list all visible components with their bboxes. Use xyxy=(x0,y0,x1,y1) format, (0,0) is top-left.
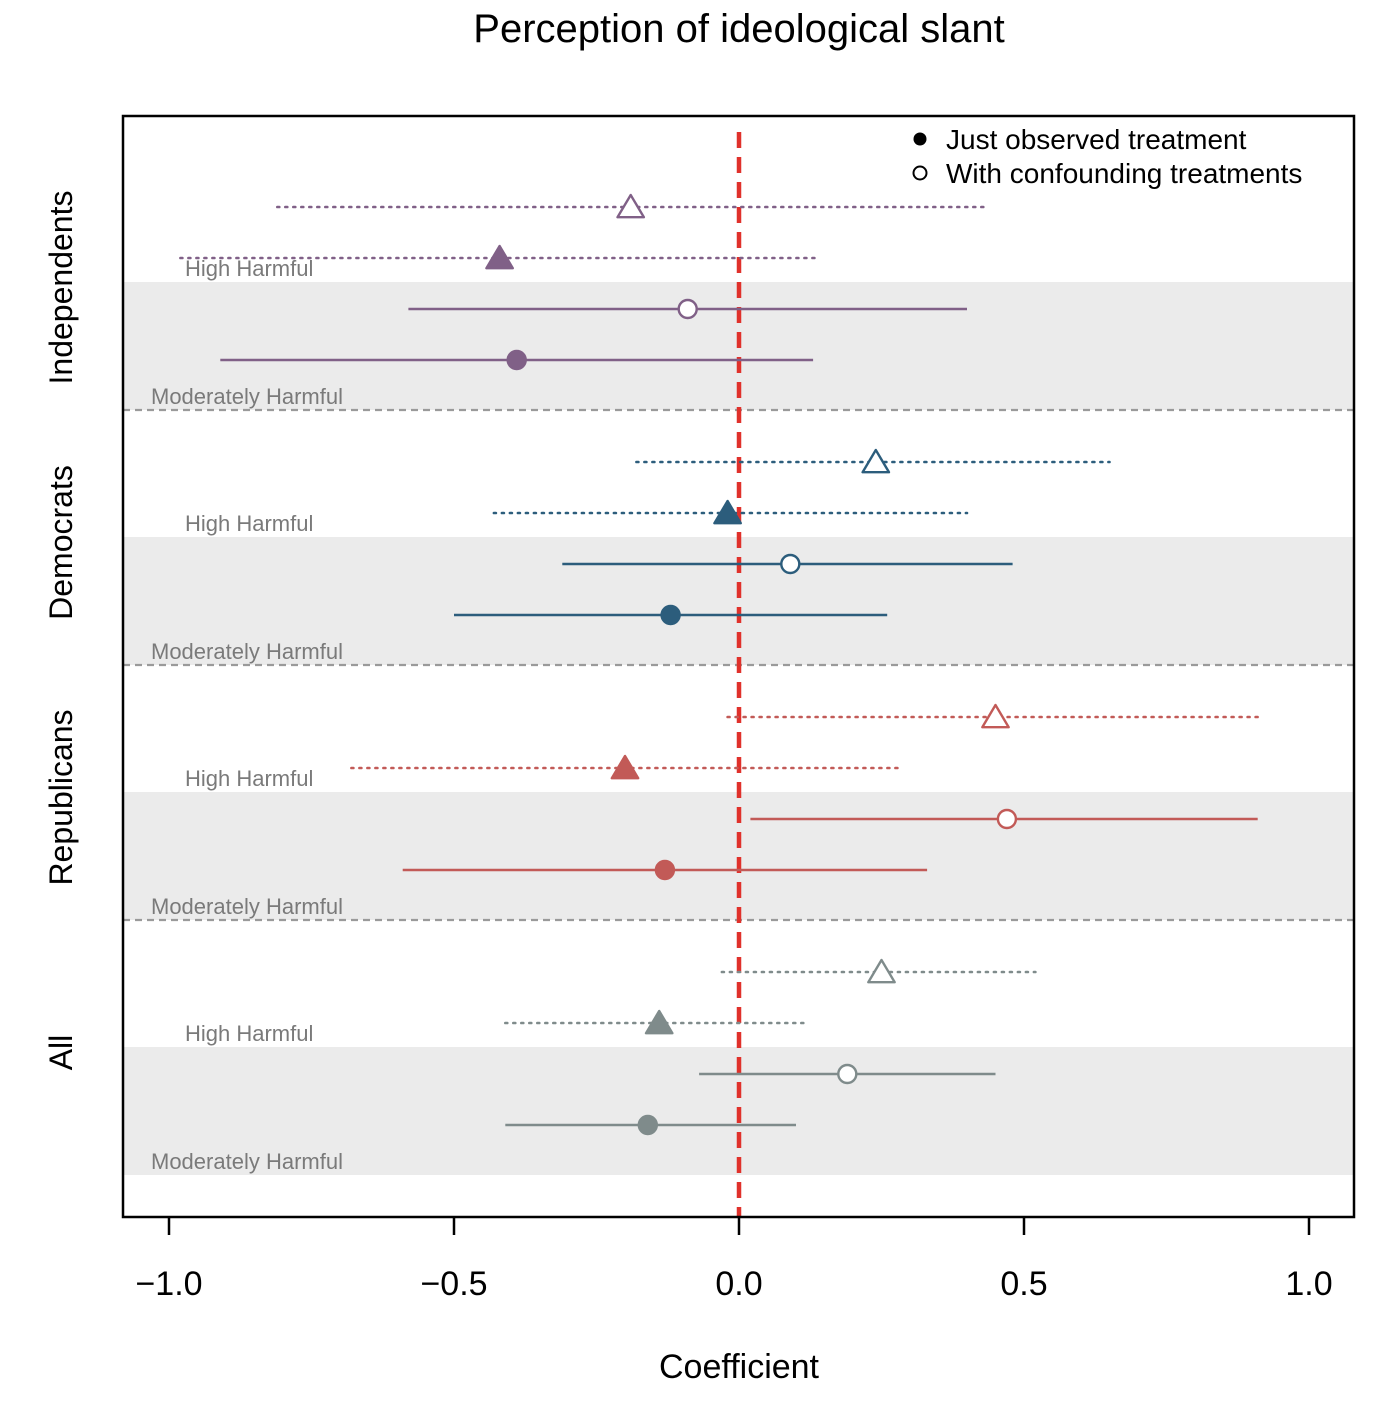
band-label-democrats-moderately-harmful: Moderately Harmful xyxy=(151,639,343,664)
estimate-democrats-moderately-harmful-observed xyxy=(454,604,888,626)
point-marker xyxy=(637,1114,658,1136)
point-marker xyxy=(654,859,676,881)
point-marker xyxy=(485,244,514,270)
group-label-all: All xyxy=(43,1035,79,1071)
point-marker xyxy=(861,448,891,474)
legend-label-just-observed: Just observed treatment xyxy=(946,124,1247,155)
point-marker xyxy=(660,604,681,626)
x-tick-label: 0.0 xyxy=(715,1265,762,1303)
point-marker xyxy=(677,298,698,320)
band-label-republicans-high-harmful: High Harmful xyxy=(185,766,313,791)
point-marker xyxy=(610,754,640,780)
group-label-republicans: Republicans xyxy=(43,709,79,885)
group-label-independents: Independents xyxy=(43,191,79,385)
legend-marker-open xyxy=(912,165,928,181)
estimate-all-moderately-harmful-observed xyxy=(505,1114,796,1136)
estimate-democrats-high-harmful-confounding xyxy=(635,448,1111,474)
band-label-all-moderately-harmful: Moderately Harmful xyxy=(151,1149,343,1174)
point-marker xyxy=(780,553,801,575)
x-tick-label: −0.5 xyxy=(420,1265,487,1303)
estimate-independents-moderately-harmful-confounding xyxy=(408,298,967,320)
estimate-republicans-high-harmful-confounding xyxy=(726,703,1259,729)
group-labels: Independents Democrats Republicans All xyxy=(43,191,79,1071)
estimate-republicans-moderately-harmful-observed xyxy=(402,859,928,881)
estimate-independents-high-harmful-observed xyxy=(179,244,821,270)
chart-title: Perception of ideological slant xyxy=(473,7,1004,51)
point-marker xyxy=(837,1063,858,1085)
x-tick-label: −1.0 xyxy=(135,1265,202,1303)
estimate-democrats-high-harmful-observed xyxy=(492,499,969,525)
estimate-democrats-moderately-harmful-confounding xyxy=(562,553,1013,575)
point-marker xyxy=(981,703,1010,729)
estimate-independents-high-harmful-confounding xyxy=(275,193,986,219)
band-label-democrats-high-harmful: High Harmful xyxy=(185,511,313,536)
group-label-democrats: Democrats xyxy=(43,465,79,620)
estimate-republicans-high-harmful-observed xyxy=(350,754,900,780)
point-marker xyxy=(867,958,896,984)
estimate-all-high-harmful-observed xyxy=(503,1009,809,1035)
x-tick-label: 1.0 xyxy=(1285,1265,1332,1303)
estimate-all-high-harmful-confounding xyxy=(720,958,1037,984)
x-tick-label: 0.5 xyxy=(1000,1265,1047,1303)
band-label-independents-high-harmful: High Harmful xyxy=(185,256,313,281)
estimate-all-moderately-harmful-confounding xyxy=(699,1063,996,1085)
legend-label-with-confounding: With confounding treatments xyxy=(946,158,1302,189)
band-labels: High Harmful Moderately Harmful High Harmf… xyxy=(151,256,343,1174)
point-marker xyxy=(713,499,742,525)
point-marker xyxy=(616,193,646,219)
point-marker xyxy=(644,1009,674,1035)
band-label-all-high-harmful: High Harmful xyxy=(185,1021,313,1046)
legend-marker-filled xyxy=(913,132,927,146)
band-label-republicans-moderately-harmful: Moderately Harmful xyxy=(151,894,343,919)
legend: Just observed treatment With confounding… xyxy=(912,124,1302,189)
band-label-independents-moderately-harmful: Moderately Harmful xyxy=(151,384,343,409)
point-marker xyxy=(506,349,527,371)
estimate-republicans-moderately-harmful-confounding xyxy=(750,808,1258,830)
estimates-layer xyxy=(179,193,1259,1136)
x-axis: −1.0 −0.5 0.0 0.5 1.0 xyxy=(135,1217,1333,1303)
point-marker xyxy=(996,808,1018,830)
x-axis-title: Coefficient xyxy=(659,1348,820,1386)
estimate-independents-moderately-harmful-observed xyxy=(220,349,814,371)
